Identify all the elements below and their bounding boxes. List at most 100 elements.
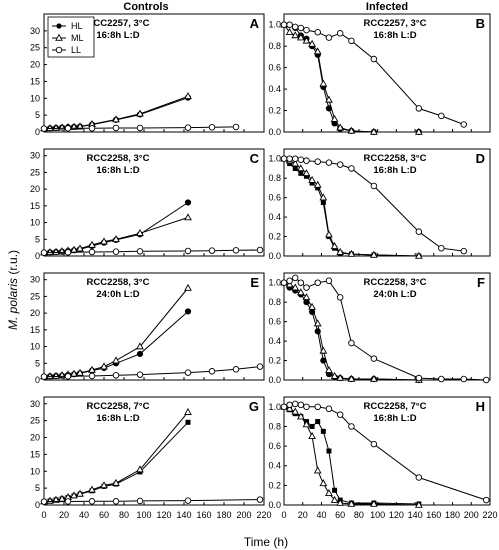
- panel-letter: E: [250, 275, 259, 290]
- data-point-ML: [100, 362, 108, 370]
- panel-letter: F: [477, 275, 485, 290]
- y-tick-label: 15: [30, 325, 40, 335]
- legend-marker: [55, 33, 63, 41]
- x-tick-label: 20: [298, 510, 308, 520]
- data-point-LL: [297, 401, 305, 409]
- panel-D: 0.0 0.2 0.4 0.6 0.8 1.0 RCC2258, 3°C16:8h L:D D: [268, 148, 491, 261]
- panel-B: 0.0 0.2 0.4 0.6 0.8 1.0 RCC2257, 3°C16:8h L:D B: [268, 13, 491, 137]
- y-tick-label: 0: [35, 127, 40, 137]
- y-tick-label: 20: [30, 433, 40, 443]
- data-point-LL: [438, 112, 445, 120]
- panel-E: 0 5 10 15 20 25 30 RCC2258, 3°C24:0h L:D E: [30, 272, 265, 385]
- data-point-LL: [112, 124, 120, 132]
- y-tick-label: 10: [30, 342, 40, 352]
- data-point-LL: [184, 247, 192, 255]
- data-point-HL: [298, 170, 304, 176]
- data-point-LL: [64, 373, 72, 380]
- data-point-LL: [348, 423, 355, 430]
- y-tick-label: 0.2: [268, 106, 281, 116]
- panel-F: 0.0 0.2 0.4 0.6 0.8 1.0 RCC2258, 3°C24:0h L:D F: [268, 272, 491, 385]
- y-tick-label: 30: [30, 151, 40, 161]
- data-point-ML: [325, 488, 333, 496]
- y-tick-label: 15: [30, 449, 40, 459]
- panel-C: 0 5 10 15 20 25 30 RCC2258, 3°C16:8h L:D C: [30, 148, 265, 261]
- x-tick-label: 120: [156, 510, 171, 520]
- y-tick-label: 0.4: [268, 461, 281, 471]
- data-point-LL: [415, 474, 423, 481]
- y-tick-label: 0.4: [268, 336, 281, 346]
- data-point-ML: [184, 407, 192, 415]
- y-tick-label: 10: [30, 218, 40, 228]
- data-point-ML: [347, 499, 356, 507]
- data-point-ML: [291, 159, 300, 167]
- data-point-LL: [348, 37, 355, 45]
- data-point-ML: [308, 432, 316, 440]
- x-tick-label: 140: [408, 510, 423, 520]
- data-point-LL: [64, 498, 72, 505]
- data-point-LL: [40, 373, 48, 380]
- panel-frame: [283, 396, 491, 506]
- data-point-LL: [280, 279, 288, 286]
- panel-title-line1: RCC2257, 3°C: [364, 18, 427, 29]
- data-point-HL: [315, 419, 321, 425]
- data-point-ML: [313, 47, 322, 55]
- x-tick-label: 140: [176, 510, 191, 520]
- data-point-ML: [285, 404, 294, 412]
- data-point-LL: [280, 21, 288, 28]
- data-point-HL: [184, 308, 192, 315]
- panel-title-line1: RCC2258, 7°C: [87, 401, 150, 412]
- y-tick-label: 0.2: [268, 356, 281, 366]
- x-tick-label: 160: [196, 510, 211, 520]
- series-line-LL: [43, 126, 237, 130]
- data-point-ML: [136, 109, 144, 117]
- y-axis-label-species: M. polaris: [6, 278, 20, 330]
- data-point-LL: [291, 400, 299, 408]
- data-point-ML: [313, 319, 322, 327]
- panel-title-line1: RCC2258, 7°C: [364, 401, 427, 412]
- x-tick-label: 20: [59, 510, 69, 520]
- data-point-LL: [88, 248, 96, 256]
- panel-title-line1: RCC2258, 3°C: [364, 277, 427, 288]
- y-tick-label: 0.8: [268, 421, 281, 431]
- data-point-ML: [325, 230, 333, 238]
- y-tick-label: 0.6: [268, 441, 281, 451]
- data-point-ML: [302, 293, 311, 301]
- y-tick-label: 5: [35, 483, 40, 493]
- y-tick-label: 20: [30, 184, 40, 194]
- y-axis-label-units: (r.u.): [6, 250, 20, 278]
- y-tick-label: 5: [35, 358, 40, 368]
- data-point-LL: [438, 244, 445, 252]
- data-point-LL: [303, 26, 310, 34]
- data-point-LL: [297, 24, 305, 32]
- y-tick-label: 25: [30, 291, 40, 301]
- x-tick-label: 220: [482, 510, 497, 520]
- data-point-ML: [370, 499, 378, 507]
- x-tick-label: 40: [316, 510, 326, 520]
- x-tick-label: 180: [445, 510, 460, 520]
- panel-letter: C: [250, 151, 260, 166]
- data-point-ML: [325, 95, 333, 103]
- data-point-LL: [336, 294, 344, 301]
- y-tick-label: 0.2: [268, 232, 281, 242]
- y-tick-label: 0: [35, 251, 40, 261]
- data-point-HL: [332, 487, 338, 493]
- col-title-infected: Infected: [366, 1, 408, 13]
- data-point-LL: [232, 247, 240, 254]
- data-point-LL: [136, 497, 144, 505]
- x-tick-label: 40: [79, 510, 89, 520]
- data-point-LL: [297, 156, 305, 163]
- data-point-HL: [185, 419, 191, 425]
- data-point-ML: [414, 127, 423, 135]
- data-point-LL: [483, 376, 490, 384]
- data-point-ML: [46, 124, 54, 132]
- data-point-ML: [136, 465, 144, 473]
- data-point-ML: [100, 481, 108, 489]
- series-line-HL: [43, 202, 189, 254]
- y-tick-label: 20: [30, 308, 40, 318]
- data-point-ML: [325, 366, 333, 374]
- panel-title-line2: 16:8h L:D: [373, 413, 416, 424]
- data-point-LL: [303, 284, 310, 291]
- data-point-ML: [46, 372, 54, 380]
- data-point-LL: [64, 249, 72, 256]
